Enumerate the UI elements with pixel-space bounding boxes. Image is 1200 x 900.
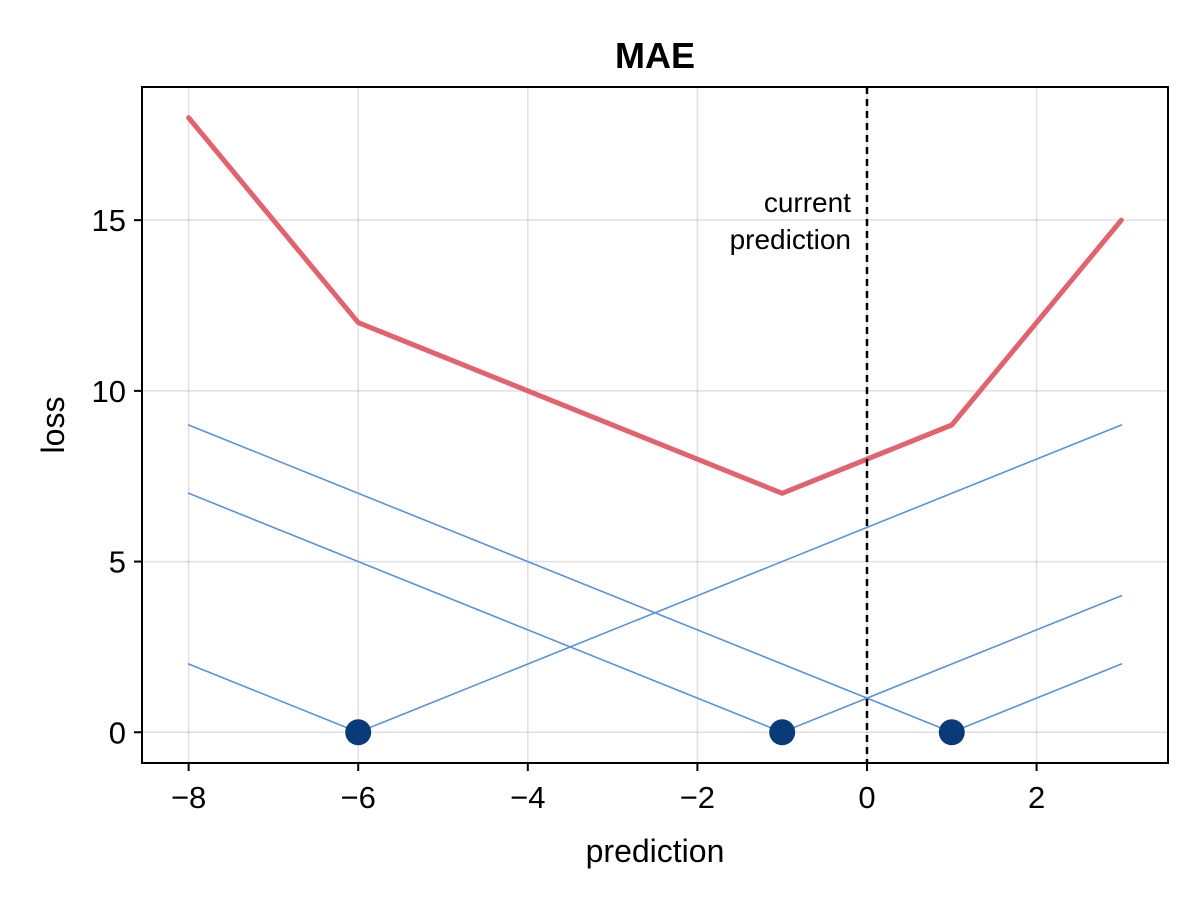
individual-loss-line [187, 424, 1123, 734]
x-tick-label: −6 [341, 780, 376, 815]
annotation-layer: current prediction [730, 187, 852, 255]
y-tick-label: 5 [109, 545, 126, 580]
total-loss-line [186, 115, 1124, 496]
x-tick-label: 0 [858, 780, 875, 815]
x-axis-label: prediction [586, 833, 725, 869]
series-layer [186, 115, 1124, 734]
chart-title: MAE [615, 35, 695, 76]
target-point [769, 719, 796, 746]
y-axis-label: loss [35, 397, 71, 454]
points-layer [345, 719, 965, 746]
x-tick-label: −2 [680, 780, 715, 815]
y-tick-label: 15 [92, 203, 126, 238]
target-point [938, 719, 965, 746]
annotation-text: prediction [730, 224, 851, 255]
annotation-text: current [764, 187, 851, 218]
target-point [345, 719, 372, 746]
x-tick-label: −8 [171, 780, 206, 815]
x-tick-label: −4 [510, 780, 545, 815]
grid [142, 87, 1168, 763]
y-tick-label: 10 [92, 374, 126, 409]
ticks-layer: −8 −6 −4 −2 0 2 0 5 10 15 [92, 203, 1046, 815]
plot-frame [141, 86, 1169, 764]
y-tick-label: 0 [109, 715, 126, 750]
individual-loss-line [187, 424, 1123, 734]
x-tick-label: 2 [1028, 780, 1045, 815]
